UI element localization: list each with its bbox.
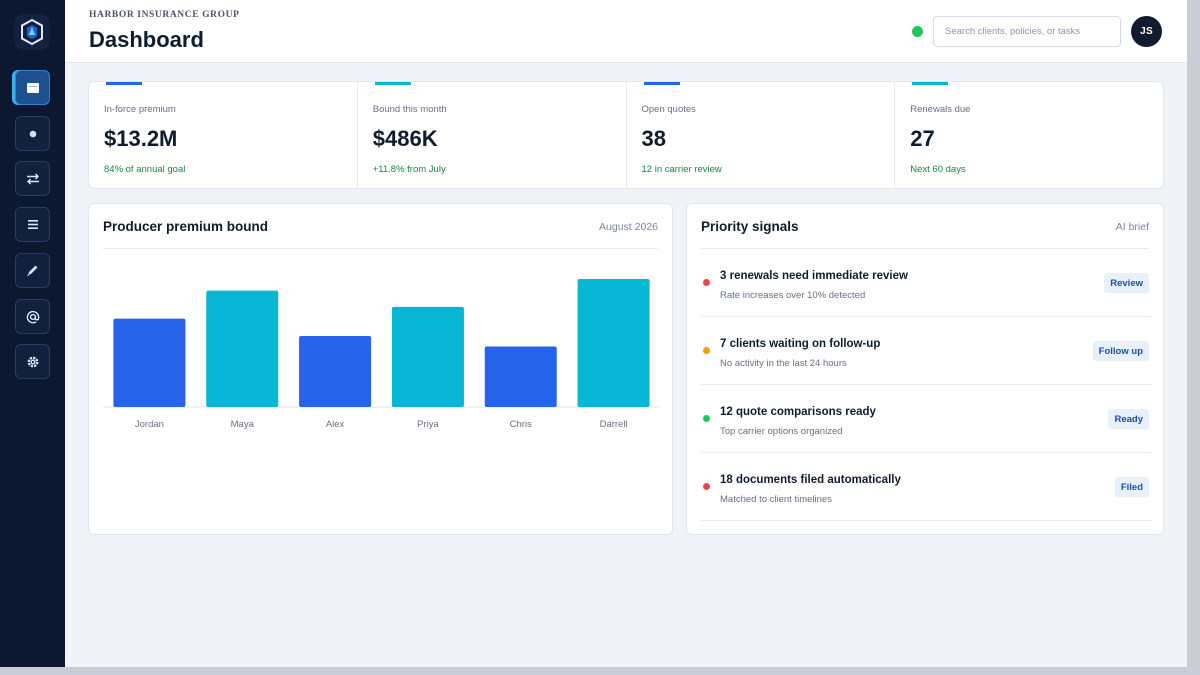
x-tick-label: Maya xyxy=(231,419,255,430)
chart-panel-title: Producer premium bound xyxy=(103,219,269,234)
producer-premium-panel: Producer premium bound August 2026 Jorda… xyxy=(88,203,673,535)
kpi-accent-bar xyxy=(912,82,949,85)
kpi-accent-bar xyxy=(643,82,680,85)
bar-jordan[interactable] xyxy=(113,318,186,407)
top-bar: HARBOR INSURANCE GROUP Dashboard JS xyxy=(65,0,1187,63)
priority-dot-icon xyxy=(703,347,710,354)
x-tick-label: Alex xyxy=(326,419,345,430)
x-tick-label: Jordan xyxy=(135,419,164,430)
at-sign-icon xyxy=(26,310,40,324)
dashboard-icon xyxy=(26,82,39,93)
signal-title: 3 renewals need immediate review xyxy=(720,270,908,282)
gear-icon xyxy=(26,355,40,369)
priority-signals-panel: Priority signals AI brief 3 renewals nee… xyxy=(686,203,1164,535)
signals-panel-title: Priority signals xyxy=(701,219,799,234)
signal-item: 18 documents filed automatically Matched… xyxy=(701,453,1151,521)
ai-brief-label: AI brief xyxy=(1115,221,1149,233)
bar-alex[interactable] xyxy=(299,336,372,407)
org-name: HARBOR INSURANCE GROUP xyxy=(89,10,240,20)
signal-item: 12 quote comparisons ready Top carrier o… xyxy=(701,385,1151,453)
transfer-arrows-icon xyxy=(26,173,40,185)
page-title: Dashboard xyxy=(89,27,204,52)
kpi-row: In-force premium $13.2M 84% of annual go… xyxy=(88,81,1164,189)
nav-email-button[interactable] xyxy=(15,299,50,334)
priority-dot-icon xyxy=(703,279,710,286)
signal-title: 7 clients waiting on follow-up xyxy=(720,338,881,350)
kpi-subtext: Next 60 days xyxy=(910,164,966,175)
signal-item: 7 clients waiting on follow-up No activi… xyxy=(701,317,1151,385)
kpi-value: $486K xyxy=(372,126,438,151)
bar-chris[interactable] xyxy=(484,346,557,407)
divider xyxy=(701,248,1149,249)
kpi-value: 27 xyxy=(910,126,935,151)
kpi-value: $13.2M xyxy=(104,126,178,151)
nav-transfers-button[interactable] xyxy=(15,161,50,196)
kpi-subtext: +11.8% from July xyxy=(372,164,446,175)
kpi-label: Bound this month xyxy=(372,104,447,115)
dot-icon xyxy=(29,130,37,138)
signal-description: Rate increases over 10% detected xyxy=(720,290,866,301)
user-avatar[interactable]: JS xyxy=(1131,16,1162,47)
kpi-card-renewals-due: Renewals due 27 Next 60 days xyxy=(895,82,1163,188)
bar-priya[interactable] xyxy=(391,306,464,407)
kpi-label: Open quotes xyxy=(641,104,696,115)
ready-button[interactable]: Ready xyxy=(1108,409,1149,429)
kpi-card-open-quotes: Open quotes 38 12 in carrier review xyxy=(627,82,896,188)
nav-dashboard-button[interactable] xyxy=(15,70,50,105)
follow-up-button[interactable]: Follow up xyxy=(1092,341,1149,361)
bar-darrell[interactable] xyxy=(577,279,650,407)
kpi-subtext: 84% of annual goal xyxy=(104,164,186,175)
signal-title: 18 documents filed automatically xyxy=(720,474,901,486)
nav-edit-button[interactable] xyxy=(15,253,50,288)
kpi-value: 38 xyxy=(641,126,666,151)
signal-item: 3 renewals need immediate review Rate in… xyxy=(701,249,1151,317)
app-window: HARBOR INSURANCE GROUP Dashboard JS In-f… xyxy=(0,0,1187,667)
signal-description: Matched to client timelines xyxy=(720,494,832,505)
kpi-subtext: 12 in carrier review xyxy=(641,164,722,175)
priority-dot-icon xyxy=(703,415,710,422)
kpi-label: In-force premium xyxy=(104,104,176,115)
divider xyxy=(103,248,658,249)
priority-dot-icon xyxy=(703,483,710,490)
x-tick-label: Priya xyxy=(417,419,439,430)
x-tick-label: Chris xyxy=(510,419,532,430)
nav-status-button[interactable] xyxy=(15,116,50,151)
signal-description: Top carrier options organized xyxy=(720,426,843,437)
bar-maya[interactable] xyxy=(206,290,279,407)
kpi-label: Renewals due xyxy=(910,104,971,115)
pen-icon xyxy=(26,264,39,277)
x-tick-label: Darrell xyxy=(600,419,628,430)
kpi-card-bound-this-month: Bound this month $486K +11.8% from July xyxy=(358,82,627,188)
online-status-indicator xyxy=(912,26,923,37)
nav-settings-button[interactable] xyxy=(15,344,50,379)
shield-logo-icon[interactable] xyxy=(14,14,50,50)
kpi-accent-bar xyxy=(106,82,142,85)
kpi-accent-bar xyxy=(374,82,411,85)
chart-period-label: August 2026 xyxy=(599,221,658,233)
signal-description: No activity in the last 24 hours xyxy=(720,358,847,369)
producer-bar-chart: Jordan Maya Alex Priya Chris Darrell xyxy=(103,279,660,430)
nav-list-button[interactable] xyxy=(15,207,50,242)
list-icon xyxy=(27,220,38,229)
review-button[interactable]: Review xyxy=(1104,273,1149,293)
sidebar xyxy=(0,0,65,667)
signal-title: 12 quote comparisons ready xyxy=(720,406,876,418)
kpi-card-in-force-premium: In-force premium $13.2M 84% of annual go… xyxy=(89,82,358,188)
search-input[interactable] xyxy=(933,16,1121,47)
filed-button[interactable]: Filed xyxy=(1114,477,1149,497)
